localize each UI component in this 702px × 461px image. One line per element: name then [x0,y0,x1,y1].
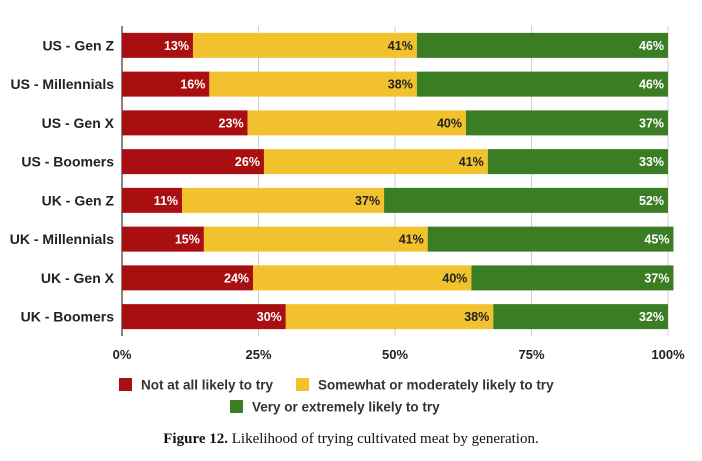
legend-swatch [296,378,309,391]
bar-segment [122,32,193,58]
bar-segment [209,71,417,97]
bar-segment [192,32,417,58]
data-label: 40% [442,271,467,285]
legend-swatch [119,378,132,391]
bar-segment [416,32,668,58]
data-label: 41% [399,233,424,247]
legend-swatch [230,400,243,413]
data-label: 40% [437,116,462,130]
stacked-bar-chart: 13% 41% 46% 16% 38% 46% 23% 40% 37% 26% 41% 33% 11% 3… [10,26,685,415]
category-label: UK - Millennials [10,231,114,247]
bar-segment [427,226,674,252]
data-label: 26% [235,155,260,169]
x-tick-label: 75% [518,347,544,362]
x-tick-label: 0% [113,347,132,362]
data-label: 23% [219,116,244,130]
bar-segment [487,149,668,175]
bar-segment [263,149,488,175]
data-label: 30% [257,310,282,324]
bar-segment [465,110,668,136]
data-label: 45% [644,233,669,247]
bar-segment [122,71,210,97]
data-label: 37% [644,271,669,285]
bar-segment [122,304,286,330]
data-label: 38% [388,78,413,92]
data-label: 46% [639,39,664,53]
bar-segment [285,304,494,330]
x-tick-label: 100% [651,347,685,362]
legend: Not at all likely to try Somewhat or mode… [119,378,554,415]
data-label: 37% [355,194,380,208]
category-label: UK - Gen X [41,270,115,286]
bar-segment [122,110,248,136]
data-label: 41% [388,39,413,53]
bar-segment [182,187,385,213]
data-label: 24% [224,271,249,285]
bar-segment [122,265,254,291]
category-label: US - Gen X [42,115,115,131]
data-label: 46% [639,78,664,92]
data-label: 11% [154,194,178,208]
bar-segment [253,265,472,291]
category-label: US - Boomers [21,154,114,170]
bars: 13% 41% 46% 16% 38% 46% 23% 40% 37% 26% 41% 33% 11% 3… [122,32,674,330]
bar-segment [471,265,674,291]
category-label: UK - Boomers [21,309,115,325]
data-label: 37% [639,116,664,130]
data-label: 13% [164,39,189,53]
data-label: 16% [180,78,205,92]
bar-segment [416,71,668,97]
category-label: US - Gen Z [42,37,114,53]
legend-label: Not at all likely to try [141,378,274,393]
bar-segment [122,149,264,175]
legend-label: Somewhat or moderately likely to try [318,378,554,393]
legend-label: Very or extremely likely to try [252,400,440,415]
data-label: 41% [459,155,484,169]
data-label: 52% [639,194,664,208]
caption-label: Figure 12. [163,431,228,447]
data-label: 32% [639,310,664,324]
x-tick-label: 50% [382,347,408,362]
caption-text: Likelihood of trying cultivated meat by … [231,431,539,447]
data-label: 15% [175,233,200,247]
bar-segment [247,110,466,136]
bar-segment [122,226,204,252]
bar-segment [122,187,183,213]
x-tick-label: 25% [245,347,271,362]
bar-segment [203,226,428,252]
figure-caption: Figure 12. Likelihood of trying cultivat… [0,431,702,448]
x-axis-tick-labels: 0% 25% 50% 75% 100% [113,347,685,362]
category-labels: US - Gen Z US - Millennials US - Gen X US -… [10,37,115,324]
data-label: 33% [639,155,664,169]
data-label: 38% [464,310,489,324]
bar-segment [493,304,668,330]
category-label: US - Millennials [11,76,115,92]
bar-segment [384,187,668,213]
category-label: UK - Gen Z [42,192,115,208]
